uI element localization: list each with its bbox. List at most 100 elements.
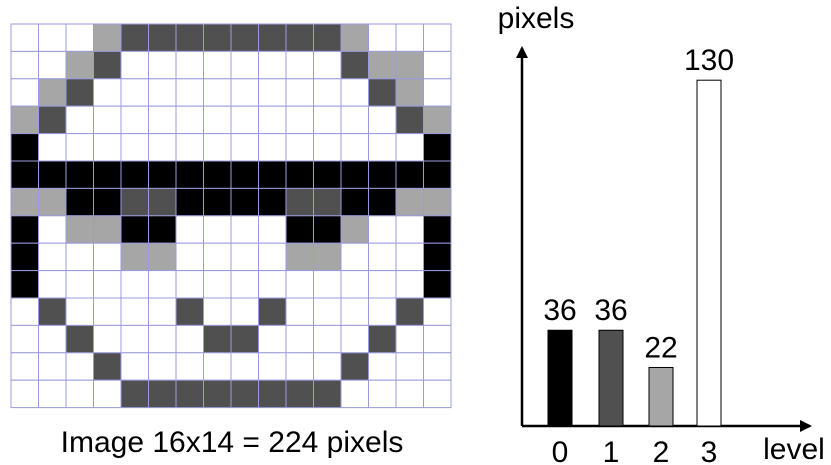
pixel-cell — [368, 133, 397, 162]
pixel-cell — [175, 297, 204, 326]
pixel-cell — [258, 352, 287, 381]
pixel-cell — [258, 324, 287, 354]
pixel-cell — [65, 324, 94, 354]
pixel-cell — [38, 187, 67, 217]
pixel-cell — [65, 133, 94, 162]
pixel-cell — [368, 78, 397, 107]
pixel-cell — [148, 242, 177, 272]
pixel-cell — [120, 78, 149, 107]
pixel-cell — [313, 23, 342, 52]
pixel-cell — [368, 379, 397, 409]
pixel-cell — [313, 297, 342, 326]
pixel-cell — [423, 379, 452, 409]
data-label-level-1: 36 — [594, 294, 627, 327]
pixel-cell — [230, 133, 259, 162]
pixel-cell — [340, 297, 369, 326]
pixel-cell — [285, 297, 314, 326]
pixel-cell — [285, 242, 314, 272]
pixel-cell — [395, 297, 424, 326]
pixel-cell — [93, 324, 122, 354]
pixel-cell — [203, 242, 232, 272]
pixel-cell — [175, 187, 204, 217]
pixel-cell — [120, 352, 149, 381]
pixel-cell — [38, 270, 67, 299]
pixel-cell — [285, 50, 314, 80]
pixel-cell — [313, 324, 342, 354]
pixel-cell — [285, 324, 314, 354]
pixel-cell — [93, 270, 122, 299]
pixel-cell — [65, 270, 94, 299]
pixel-cell — [148, 133, 177, 162]
pixel-cell — [423, 23, 452, 52]
pixel-cell — [65, 242, 94, 272]
pixel-cell — [368, 50, 397, 80]
pixel-cell — [313, 215, 342, 244]
pixel-cell — [65, 297, 94, 326]
pixel-cell — [340, 105, 369, 135]
pixel-cell — [230, 50, 259, 80]
pixel-cell — [230, 242, 259, 272]
pixel-cell — [285, 379, 314, 409]
pixel-cell — [395, 352, 424, 381]
pixel-cell — [38, 133, 67, 162]
pixel-cell — [175, 324, 204, 354]
pixel-cell — [120, 23, 149, 52]
pixel-cell — [203, 215, 232, 244]
pixel-cell — [423, 160, 452, 189]
pixel-cell — [423, 324, 452, 354]
x-tick-label-1: 1 — [603, 436, 620, 465]
pixel-cell — [10, 324, 39, 354]
data-label-level-3: 130 — [684, 44, 734, 77]
x-tick-label-2: 2 — [653, 436, 670, 465]
pixel-cell — [120, 105, 149, 135]
pixel-cell — [368, 352, 397, 381]
pixel-cell — [395, 242, 424, 272]
pixel-cell — [423, 78, 452, 107]
pixel-cell — [38, 105, 67, 135]
pixel-cell — [395, 23, 424, 52]
pixel-cell — [230, 160, 259, 189]
pixel-cell — [93, 352, 122, 381]
pixel-cell — [38, 160, 67, 189]
pixel-cell — [10, 133, 39, 162]
pixel-cell — [148, 160, 177, 189]
pixel-cell — [203, 270, 232, 299]
pixel-cell — [120, 270, 149, 299]
pixel-cell — [38, 50, 67, 80]
pixel-cell — [120, 324, 149, 354]
pixel-cell — [120, 215, 149, 244]
pixel-cell — [120, 50, 149, 80]
pixel-cell — [285, 270, 314, 299]
pixel-cell — [120, 133, 149, 162]
pixel-cell — [10, 297, 39, 326]
pixel-cell — [258, 270, 287, 299]
pixel-cell — [38, 23, 67, 52]
pixel-cell — [175, 242, 204, 272]
pixel-cell — [93, 297, 122, 326]
pixel-cell — [203, 187, 232, 217]
pixel-cell — [38, 78, 67, 107]
pixel-cell — [395, 324, 424, 354]
pixel-cell — [10, 270, 39, 299]
pixel-cell — [120, 187, 149, 217]
pixel-cell — [93, 160, 122, 189]
pixel-cell — [230, 270, 259, 299]
pixel-cell — [395, 160, 424, 189]
y-axis-label: pixels — [498, 2, 575, 35]
pixel-cell — [423, 297, 452, 326]
pixel-cell — [65, 379, 94, 409]
pixel-cell — [65, 78, 94, 107]
pixel-cell — [258, 160, 287, 189]
pixel-cell — [10, 187, 39, 217]
pixel-cell — [120, 297, 149, 326]
pixel-cell — [340, 379, 369, 409]
pixel-cell — [258, 78, 287, 107]
pixel-cell — [148, 50, 177, 80]
pixel-cell — [175, 379, 204, 409]
pixel-cell — [340, 50, 369, 80]
pixel-cell — [93, 215, 122, 244]
pixel-cell — [258, 105, 287, 135]
pixel-cell — [258, 23, 287, 52]
pixel-cell — [313, 187, 342, 217]
